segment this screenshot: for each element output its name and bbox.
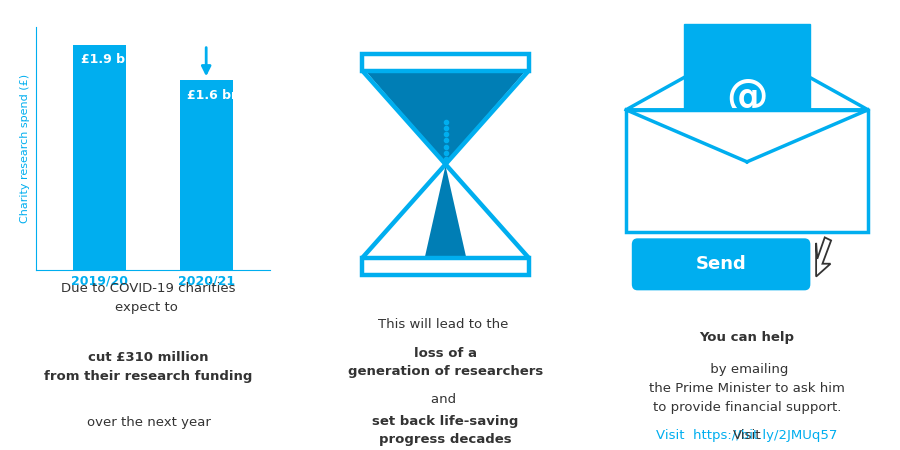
Bar	[180, 81, 233, 270]
Polygon shape	[626, 110, 868, 232]
Text: £1.9 bn: £1.9 bn	[81, 53, 133, 66]
Text: You can help: You can help	[699, 331, 795, 344]
Polygon shape	[684, 24, 810, 171]
Text: by emailing
the Prime Minister to ask him
to provide financial support.: by emailing the Prime Minister to ask hi…	[649, 363, 845, 414]
Text: and: and	[431, 393, 460, 406]
Text: loss of a
generation of researchers: loss of a generation of researchers	[348, 347, 543, 378]
Polygon shape	[816, 238, 831, 277]
Text: Visit: Visit	[733, 429, 761, 442]
Text: @: @	[726, 76, 768, 118]
Text: Visit  https://bit.ly/2JMUq57: Visit https://bit.ly/2JMUq57	[656, 429, 838, 442]
Text: This will lead to the: This will lead to the	[378, 318, 513, 331]
Text: over the next year: over the next year	[86, 416, 211, 429]
Bar	[73, 45, 126, 270]
Polygon shape	[365, 71, 526, 163]
Text: £1.6 bn: £1.6 bn	[187, 89, 240, 102]
Text: Send: Send	[696, 255, 746, 273]
Text: Due to COVID-19 charities
expect to: Due to COVID-19 charities expect to	[61, 283, 236, 315]
Y-axis label: Charity research spend (£): Charity research spend (£)	[21, 74, 31, 223]
Polygon shape	[363, 54, 528, 71]
Text: set back life-saving
progress decades: set back life-saving progress decades	[373, 415, 518, 446]
Text: cut £310 million
from their research funding: cut £310 million from their research fun…	[44, 351, 253, 383]
Polygon shape	[363, 258, 528, 275]
FancyBboxPatch shape	[632, 238, 810, 290]
Polygon shape	[425, 166, 466, 258]
